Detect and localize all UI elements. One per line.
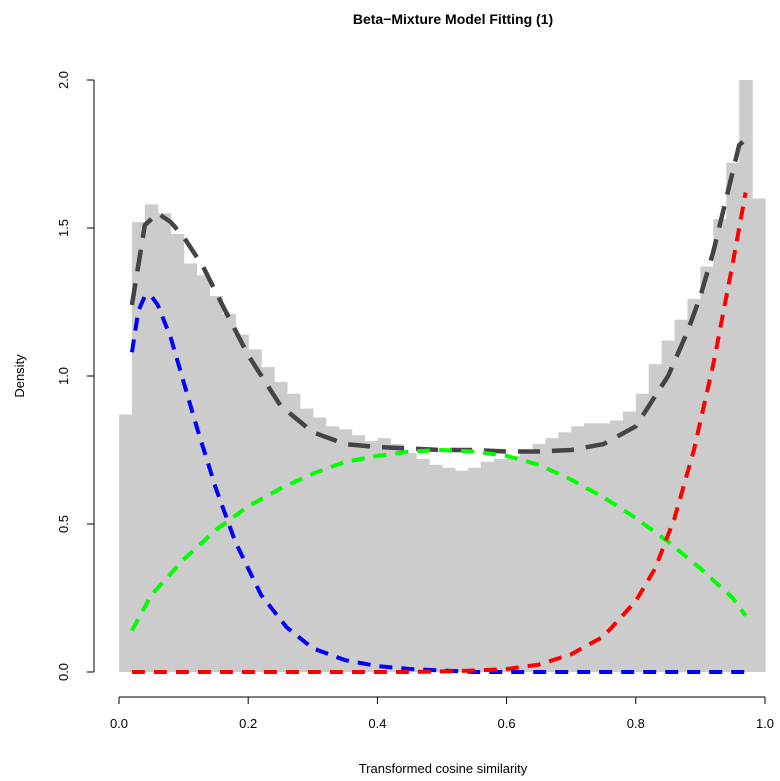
histogram-bar <box>571 426 585 672</box>
x-tick-label: 0.0 <box>110 716 128 731</box>
x-axis-label: Transformed cosine similarity <box>359 761 528 776</box>
histogram-bar <box>713 219 727 672</box>
series-line <box>129 137 748 454</box>
histogram-bar <box>235 334 249 672</box>
histogram-bar <box>545 438 559 672</box>
x-tick-label: 0.2 <box>239 716 257 731</box>
histogram-bar <box>144 204 159 672</box>
histogram-bar <box>480 461 495 672</box>
histogram-bar <box>687 299 701 672</box>
histogram-bar <box>584 423 598 672</box>
histogram-bar <box>274 381 288 672</box>
histogram-bar <box>248 349 262 672</box>
series-lines <box>129 137 748 674</box>
histogram-bar <box>609 420 624 672</box>
histogram-bar <box>416 458 430 672</box>
histogram-bar <box>196 275 211 672</box>
histogram-bar <box>532 444 546 672</box>
y-tick-label: 0.0 <box>56 663 71 681</box>
histogram-bar <box>661 340 676 672</box>
histogram-bar <box>635 393 650 672</box>
histogram-bar <box>377 438 391 672</box>
series-line <box>131 192 748 674</box>
histogram-bar <box>739 80 753 672</box>
histogram-bar <box>286 393 301 672</box>
histogram-bar <box>364 441 378 672</box>
histogram-bar <box>506 455 521 672</box>
histogram-bar <box>442 467 456 672</box>
histogram-bar <box>312 417 327 672</box>
histogram-bar <box>261 367 275 672</box>
histogram-bar <box>325 426 340 672</box>
histogram-bar <box>131 222 146 672</box>
histogram-bar <box>170 233 185 673</box>
histogram-bar <box>222 313 236 672</box>
x-tick-label: 0.6 <box>498 716 516 731</box>
histogram-bar <box>700 266 714 672</box>
x-tick-label: 1.0 <box>756 716 774 731</box>
y-tick-label: 1.0 <box>56 367 71 385</box>
histogram-bar <box>454 470 469 672</box>
histogram-bar <box>648 364 663 672</box>
y-tick-label: 1.5 <box>56 219 71 237</box>
x-axis: 0.0 0.2 0.4 0.6 0.8 1.0 <box>110 696 774 731</box>
x-tick-label: 0.4 <box>368 716 386 731</box>
histogram-bar <box>403 452 417 672</box>
histogram-bars <box>119 80 766 673</box>
histogram-bar <box>493 458 508 672</box>
histogram-bar <box>558 432 572 672</box>
histogram-bar <box>597 423 611 672</box>
histogram-bar <box>519 450 534 672</box>
y-axis-label: Density <box>12 354 27 398</box>
y-axis: 0.0 0.5 1.0 1.5 2.0 <box>56 71 95 681</box>
histogram-bar <box>351 435 366 672</box>
histogram-bar <box>467 467 482 672</box>
histogram-bar <box>429 464 443 672</box>
y-tick-label: 2.0 <box>56 71 71 89</box>
series-line <box>129 294 746 674</box>
series-line <box>130 448 748 632</box>
histogram-bar <box>183 263 198 672</box>
chart-title: Beta−Mixture Model Fitting (1) <box>353 11 553 27</box>
histogram-bar <box>338 429 353 672</box>
y-tick-label: 0.5 <box>56 515 71 533</box>
histogram-bar <box>726 162 740 672</box>
histogram-bar <box>752 198 766 672</box>
histogram-bar <box>299 408 314 672</box>
histogram-bar <box>119 414 133 672</box>
histogram-bar <box>157 213 172 672</box>
histogram-bar <box>390 444 404 672</box>
x-tick-label: 0.8 <box>627 716 645 731</box>
histogram-bar <box>622 411 637 672</box>
